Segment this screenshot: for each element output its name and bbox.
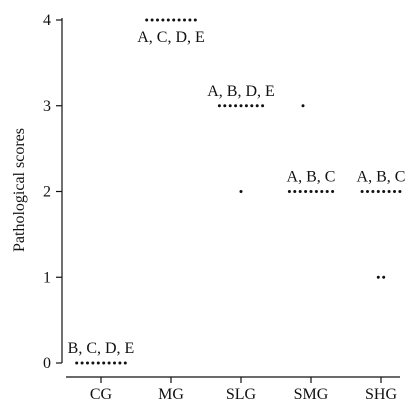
x-tick-label: SLG — [226, 386, 257, 403]
data-point — [107, 361, 111, 365]
data-point — [193, 18, 197, 22]
data-point — [250, 104, 254, 108]
data-point — [298, 190, 302, 193]
data-point — [75, 361, 79, 365]
data-point — [314, 190, 318, 193]
data-point — [244, 104, 248, 108]
data-point — [382, 275, 386, 279]
axes — [56, 18, 400, 383]
data-point — [398, 190, 402, 193]
data-point — [393, 190, 396, 193]
data-point — [166, 18, 170, 22]
data-points — [75, 18, 402, 365]
data-point — [223, 104, 227, 108]
data-point — [376, 190, 380, 193]
y-tick-label: 3 — [43, 98, 51, 115]
data-point — [301, 104, 305, 108]
y-tick-label: 2 — [43, 184, 51, 201]
data-point — [387, 190, 391, 193]
tick-labels: 0 1 2 3 4 CG MG SLG SMG SHG — [43, 12, 397, 403]
data-point — [150, 18, 154, 22]
data-point — [360, 190, 364, 193]
annotations: B, C, D, E A, C, D, E A, B, D, E A, B, C A, … — [68, 29, 406, 357]
x-tick-label: CG — [90, 386, 113, 403]
data-point — [255, 104, 259, 108]
y-tick-label: 1 — [43, 269, 51, 286]
data-point — [293, 190, 297, 193]
data-point — [304, 190, 308, 193]
data-point — [239, 190, 243, 193]
significance-annotation: A, B, C — [357, 169, 406, 186]
data-point — [376, 275, 380, 279]
significance-annotation: A, B, D, E — [207, 83, 275, 100]
significance-annotation: A, C, D, E — [137, 29, 205, 46]
y-axis-label: Pathological scores — [11, 128, 28, 252]
data-point — [172, 18, 176, 22]
data-point — [371, 190, 375, 193]
data-point — [234, 104, 238, 108]
data-point — [183, 18, 186, 22]
data-point — [366, 190, 369, 193]
data-point — [123, 361, 127, 365]
significance-annotation: A, B, C — [287, 169, 336, 186]
data-point — [228, 104, 232, 108]
data-point — [320, 190, 324, 193]
data-point — [382, 190, 386, 193]
data-point — [287, 190, 291, 193]
data-point — [80, 361, 84, 365]
data-point — [145, 18, 149, 22]
data-point — [331, 190, 335, 193]
data-point — [91, 361, 95, 365]
data-point — [261, 104, 265, 108]
data-point — [161, 18, 165, 22]
data-point — [325, 190, 329, 193]
x-tick-label: MG — [158, 386, 184, 403]
x-tick-label: SHG — [365, 386, 397, 403]
data-point — [113, 361, 116, 365]
data-point — [102, 361, 106, 365]
significance-annotation: B, C, D, E — [68, 340, 135, 357]
y-tick-label: 0 — [43, 355, 51, 372]
data-point — [239, 104, 243, 108]
data-point — [177, 18, 181, 22]
y-tick-label: 4 — [43, 12, 51, 29]
x-tick-label: SMG — [294, 386, 329, 403]
data-point — [217, 104, 221, 108]
data-point — [96, 361, 100, 365]
data-point — [86, 361, 89, 365]
data-point — [118, 361, 122, 365]
data-point — [309, 190, 313, 193]
data-point — [188, 18, 192, 22]
data-point — [156, 18, 159, 22]
